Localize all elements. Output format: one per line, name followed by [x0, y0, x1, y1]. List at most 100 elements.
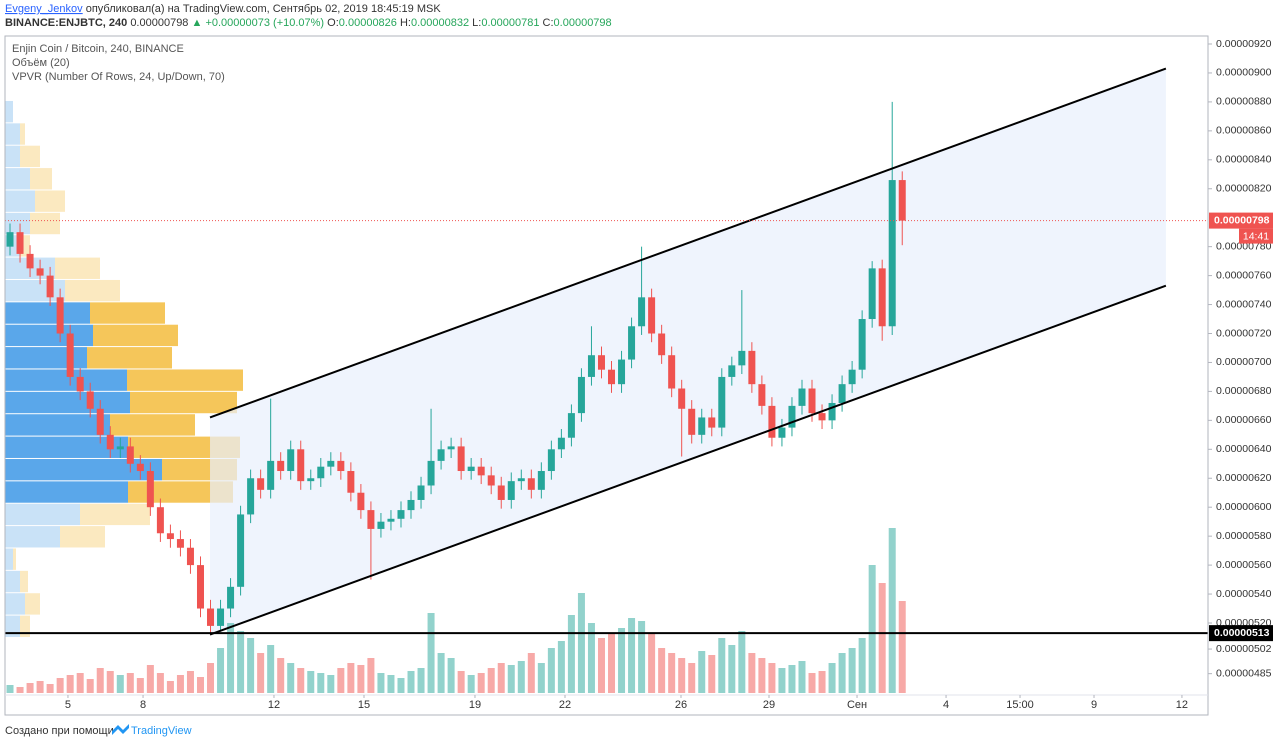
- candle-body: [477, 466, 485, 476]
- candle-body: [307, 478, 315, 482]
- candle-body: [628, 326, 636, 360]
- vpvr-up: [5, 302, 90, 324]
- x-tick-label: 8: [140, 699, 146, 711]
- candle-body: [507, 481, 515, 500]
- candle-body: [367, 510, 375, 529]
- x-tick-label: 19: [469, 699, 481, 711]
- volume-bar: [96, 668, 104, 693]
- y-tick-label: 0.00000620: [1216, 472, 1272, 484]
- candle-body: [788, 405, 796, 428]
- vpvr-down: [60, 526, 105, 548]
- candle-body: [838, 384, 846, 403]
- x-tick-label: 12: [1176, 699, 1188, 711]
- change: ▲ +0.00000073 (+10.07%): [192, 17, 325, 29]
- candle-body: [247, 478, 255, 515]
- vpvr-up: [5, 436, 128, 458]
- volume-bar: [297, 668, 305, 693]
- footer-brand[interactable]: TradingView: [131, 725, 192, 737]
- candle-body: [798, 388, 806, 406]
- candle-body: [778, 427, 786, 438]
- vpvr-down: [13, 548, 16, 570]
- candle-body: [668, 355, 676, 389]
- y-tick-label: 0.00000860: [1216, 125, 1272, 137]
- volume-bar: [287, 663, 295, 693]
- candle-body: [267, 460, 275, 490]
- vpvr-down: [130, 391, 237, 414]
- vpvr-down: [20, 123, 25, 145]
- volume-bar: [36, 681, 44, 693]
- candle-body: [46, 275, 54, 298]
- logo[interactable]: TradingView: [112, 724, 192, 737]
- volume-bar: [678, 658, 686, 693]
- symbol: BINANCE:ENJBTC, 240: [5, 17, 127, 29]
- y-tick-label: 0.00000502: [1216, 643, 1272, 655]
- candle-body: [126, 446, 134, 464]
- candle-body: [728, 365, 736, 377]
- vpvr-down: [25, 593, 40, 615]
- volume-bar: [698, 651, 706, 693]
- y-tick-label: 0.00000640: [1216, 443, 1272, 455]
- volume-bar: [237, 631, 245, 693]
- last-price-box: [1209, 212, 1273, 229]
- candle-body: [678, 388, 686, 409]
- vpvr-down: [30, 212, 60, 235]
- volume-bar: [768, 663, 776, 693]
- volume-bar: [788, 665, 796, 693]
- vpvr-up: [5, 100, 13, 123]
- y-tick-label: 0.00000840: [1216, 154, 1272, 166]
- volume-bar: [387, 675, 395, 693]
- candle-body: [166, 533, 174, 540]
- volume-bar: [16, 687, 24, 693]
- channel-line: [209, 284, 1167, 636]
- candle-body: [136, 463, 144, 472]
- countdown: 14:41: [1243, 230, 1269, 242]
- volume-bar: [26, 683, 34, 693]
- volume-bar: [557, 641, 565, 693]
- vpvr-up: [5, 369, 127, 391]
- candle-body: [878, 268, 886, 327]
- candle-body: [207, 608, 215, 626]
- volume-bar: [156, 673, 164, 693]
- candle-body: [618, 359, 626, 385]
- volume-bar: [798, 661, 806, 693]
- y-tick-label: 0.00000880: [1216, 96, 1272, 108]
- candle-body: [698, 417, 706, 435]
- volume-bar: [46, 684, 54, 693]
- x-tick-label: Сен: [847, 699, 867, 711]
- y-tick-label: 0.00000720: [1216, 327, 1272, 339]
- volume-bar: [878, 583, 886, 693]
- vpvr-down: [20, 235, 30, 257]
- vpvr-up: [5, 414, 110, 436]
- candle-body: [146, 471, 154, 508]
- volume-bar: [176, 675, 184, 693]
- candle-body: [708, 417, 716, 428]
- candle-body: [658, 333, 666, 356]
- last-price-label: 0.00000798: [1214, 214, 1270, 226]
- volume-bar: [106, 671, 114, 693]
- author[interactable]: Evgeny_Jenkov: [5, 3, 83, 15]
- vpvr-down: [20, 570, 28, 593]
- candle-body: [186, 547, 194, 566]
- y-tick-label: 0.00000820: [1216, 183, 1272, 195]
- volume-bar: [608, 633, 616, 693]
- candle-body: [868, 268, 876, 320]
- volume-bar: [547, 648, 555, 693]
- vpvr-down: [80, 503, 150, 526]
- candle-body: [196, 565, 204, 609]
- candle-body: [547, 449, 555, 472]
- c-label: C:: [543, 17, 554, 29]
- volume-bar: [377, 673, 385, 693]
- y-tick-label: 0.00000760: [1216, 269, 1272, 281]
- candle-body: [447, 446, 455, 450]
- volume-bar: [497, 663, 505, 693]
- volume-bar: [247, 638, 255, 693]
- volume-bar: [517, 661, 525, 693]
- volume-bar: [397, 678, 405, 693]
- candle-body: [577, 376, 585, 414]
- o-label: O:: [327, 17, 339, 29]
- candle-body: [688, 408, 696, 435]
- candle-body: [86, 391, 94, 409]
- vpvr-up: [5, 279, 65, 302]
- candle-body: [347, 471, 355, 493]
- volume-bar: [186, 671, 194, 693]
